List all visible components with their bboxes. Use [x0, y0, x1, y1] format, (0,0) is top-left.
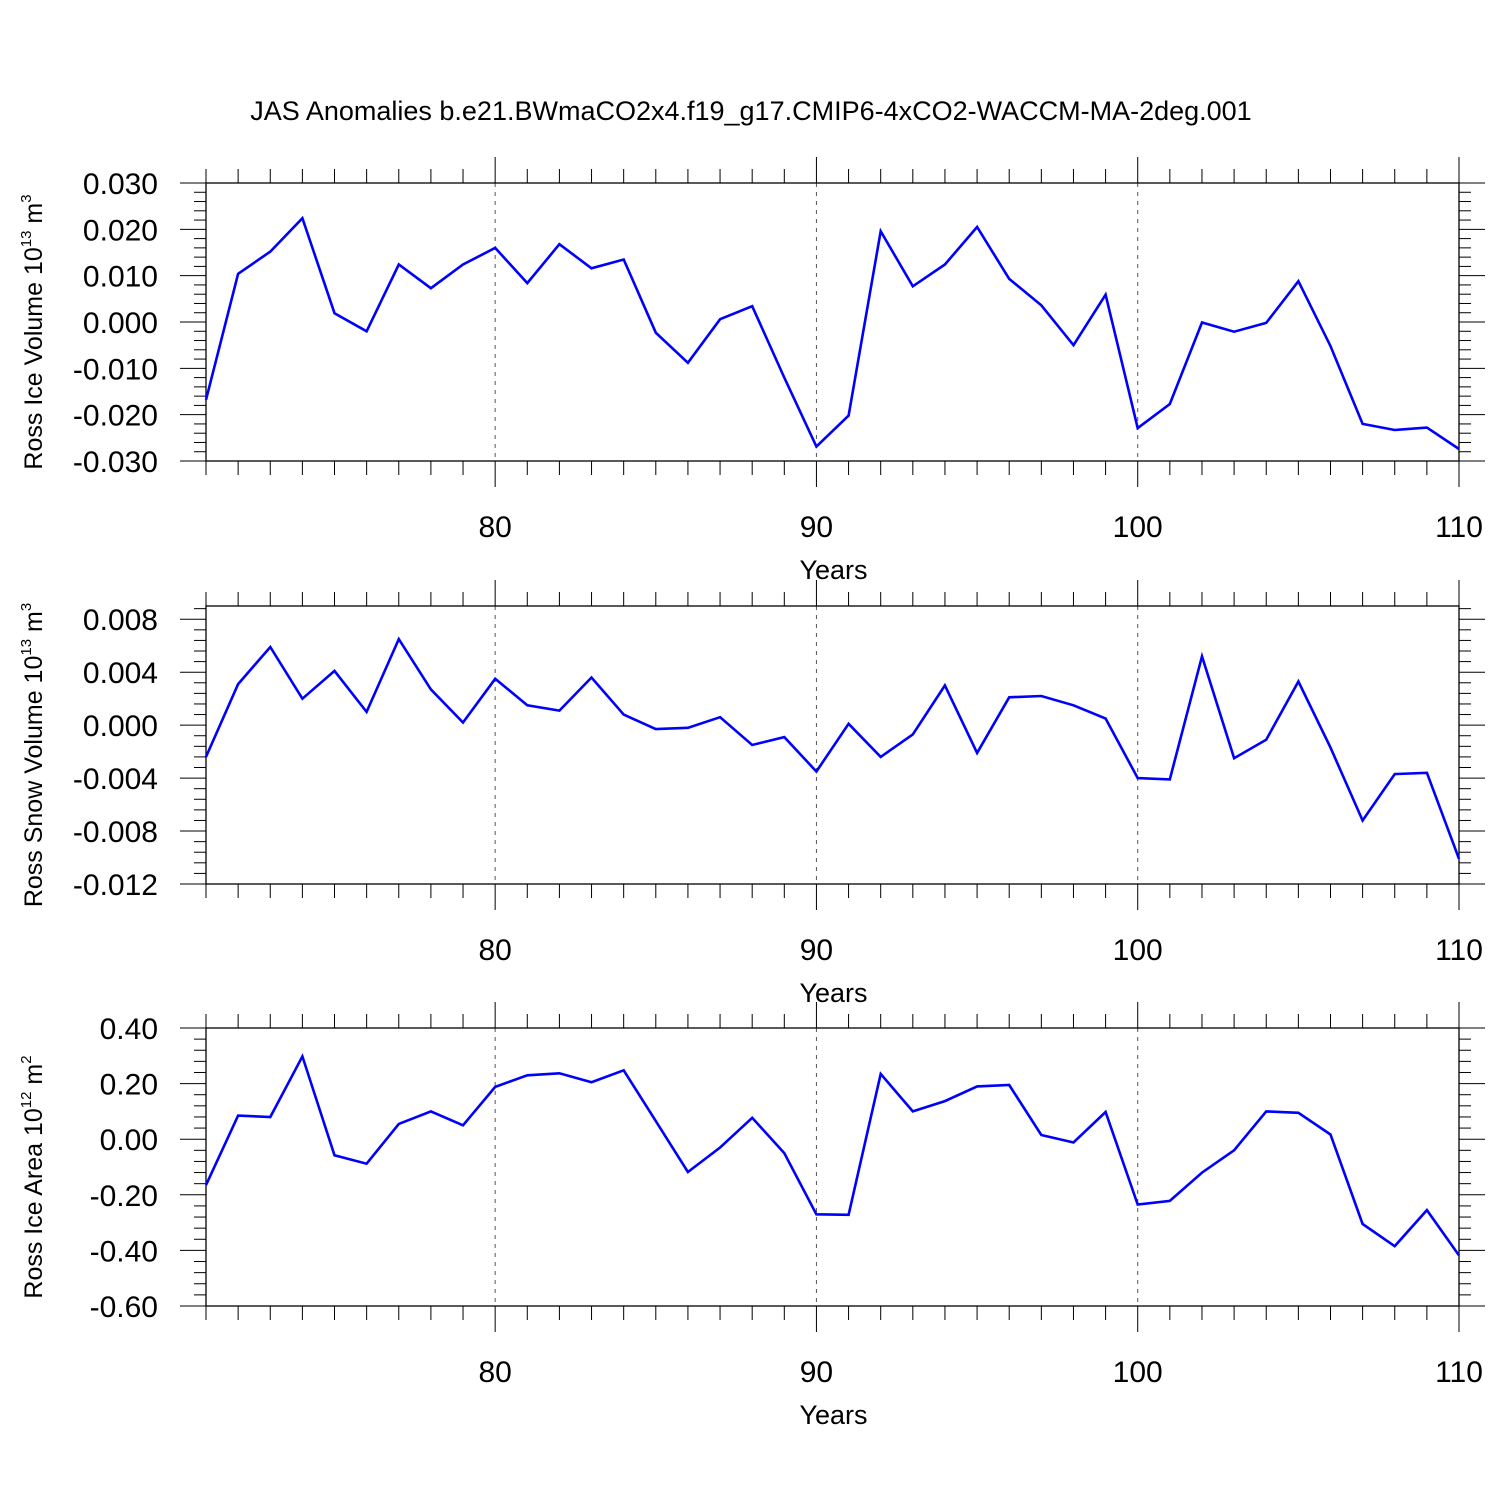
x-tick-label: 100 [1113, 1356, 1163, 1389]
y-tick-label: -0.030 [73, 446, 158, 479]
y-axis-label-superscript: 3 [18, 603, 35, 611]
x-tick-label: 80 [478, 1356, 511, 1389]
y-tick-label: -0.40 [90, 1235, 158, 1268]
y-tick-label: 0.20 [100, 1069, 158, 1102]
plot-frame [205, 605, 1460, 885]
y-axis-label: Ross Ice Volume 1013​ m3​ [18, 194, 48, 469]
x-axis-label: Years [799, 1400, 867, 1430]
y-axis-label: Ross Ice Area 1012​ m2​ [18, 1055, 48, 1298]
chart-panel-1: -0.030 -0.020 -0.010 0.000 0.010 0.020 0.030 80… [18, 157, 1485, 585]
series-line-1 [204, 215, 1460, 451]
y-tick-label: 0.000 [83, 710, 158, 743]
y-axis-label: Ross Snow Volume 1013​ m3​ [18, 603, 48, 907]
y-tick-label: -0.020 [73, 400, 158, 433]
x-axis-label: Years [799, 555, 867, 585]
y-axis-label-part: m [20, 1064, 48, 1092]
x-tick-label: 80 [478, 511, 511, 544]
y-axis-label-superscript: 12 [18, 1092, 35, 1109]
y-tick-label: 0.010 [83, 261, 158, 294]
y-axis-label-part: m [20, 611, 48, 639]
y-tick-label: 0.000 [83, 307, 158, 340]
y-tick-label: -0.008 [73, 816, 158, 849]
y-axis-label-superscript: 13 [18, 639, 35, 656]
chart-panel-2: -0.012 -0.008 -0.004 0.000 0.004 0.008 80 90 100… [18, 580, 1485, 1008]
y-tick-label: 0.00 [100, 1124, 158, 1157]
y-tick-label: -0.010 [73, 353, 158, 386]
x-tick-label: 100 [1113, 511, 1163, 544]
y-tick-label: 0.004 [83, 657, 158, 690]
x-tick-label: 90 [800, 934, 833, 967]
series-line-1 [204, 636, 1461, 860]
plot-frame [205, 182, 1460, 462]
y-tick-label: 0.020 [83, 214, 158, 247]
y-axis-label-superscript: 13 [18, 231, 35, 248]
plot-frame [205, 1027, 1460, 1307]
x-tick-label: 110 [1435, 1356, 1483, 1389]
y-tick-label: 0.030 [83, 168, 158, 201]
x-tick-label: 90 [800, 1356, 833, 1389]
x-tick-label: 110 [1435, 934, 1483, 967]
y-tick-label: 0.40 [100, 1013, 158, 1046]
y-axis-label-part: Ross Snow Volume 10 [20, 656, 48, 908]
y-axis-label-part: Ross Ice Area 10 [20, 1108, 48, 1298]
y-axis-label-superscript: 2 [18, 1055, 35, 1063]
y-tick-label: -0.60 [90, 1291, 158, 1324]
y-tick-label: -0.004 [73, 763, 158, 796]
x-tick-label: 110 [1435, 511, 1483, 544]
chart-title: JAS Anomalies b.e21.BWmaCO2x4.f19_g17.CM… [250, 96, 1251, 126]
x-tick-label: 90 [800, 511, 833, 544]
y-axis-label-part: m [20, 203, 48, 231]
x-tick-label: 100 [1113, 934, 1163, 967]
x-tick-label: 80 [478, 934, 511, 967]
x-axis-label: Years [799, 978, 867, 1008]
y-axis-label-superscript: 3 [18, 194, 35, 202]
series-line-1 [204, 1053, 1461, 1257]
y-tick-label: -0.012 [73, 869, 158, 902]
y-tick-label: -0.20 [90, 1180, 158, 1213]
chart-panel-3: -0.60 -0.40 -0.20 0.00 0.20 0.40 80 90 100 110 Yea… [18, 1002, 1485, 1430]
y-tick-label: 0.008 [83, 604, 158, 637]
y-axis-label-part: Ross Ice Volume 10 [20, 247, 48, 469]
panels: -0.030 -0.020 -0.010 0.000 0.010 0.020 0.030 80… [18, 157, 1485, 1430]
